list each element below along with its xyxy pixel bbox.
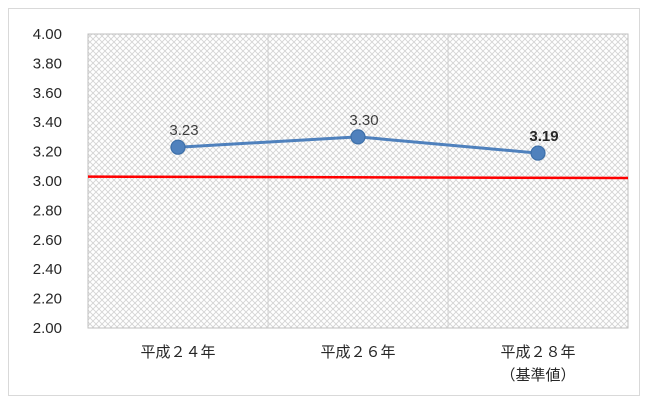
x-tick-label: 平成２６年 <box>320 344 395 361</box>
data-point-marker <box>170 139 186 155</box>
y-tick-label: 3.20 <box>33 144 62 161</box>
x-tick-label-line: 平成２４年 <box>140 344 215 361</box>
data-label: 3.19 <box>529 128 558 145</box>
category-separators <box>267 34 449 328</box>
reference-line <box>87 175 629 180</box>
plot-area <box>87 33 629 329</box>
x-axis-tick-labels: 平成２４年 平成２６年 平成２８年 （基準値） <box>140 344 575 384</box>
x-tick-label-line: 平成２８年 <box>500 344 575 361</box>
reference-line-group <box>87 175 629 180</box>
y-tick-label: 4.00 <box>33 26 62 43</box>
y-tick-label: 2.60 <box>33 232 62 249</box>
data-point-marker <box>530 145 546 161</box>
x-tick-label: 平成２４年 <box>140 344 215 361</box>
data-label: 3.30 <box>349 112 378 129</box>
data-point-marker <box>350 129 366 145</box>
y-tick-label: 2.40 <box>33 261 62 278</box>
y-tick-label: 3.00 <box>33 173 62 190</box>
series-group <box>170 129 546 161</box>
y-tick-label: 2.80 <box>33 202 62 219</box>
x-tick-label-line: 平成２６年 <box>320 344 395 361</box>
data-label: 3.23 <box>169 122 198 139</box>
y-tick-label: 2.20 <box>33 291 62 308</box>
y-axis-tick-labels: 4.00 3.80 3.60 3.40 3.20 3.00 2.80 2.60 2.40 2.20… <box>33 26 62 337</box>
y-tick-label: 3.80 <box>33 55 62 72</box>
y-tick-label: 2.00 <box>33 320 62 337</box>
x-tick-label-line: （基準値） <box>500 367 575 384</box>
data-labels: 3.23 3.30 3.19 <box>169 112 558 145</box>
y-tick-label: 3.40 <box>33 114 62 131</box>
y-tick-label: 3.60 <box>33 85 62 102</box>
x-tick-label: 平成２８年 （基準値） <box>500 344 575 384</box>
